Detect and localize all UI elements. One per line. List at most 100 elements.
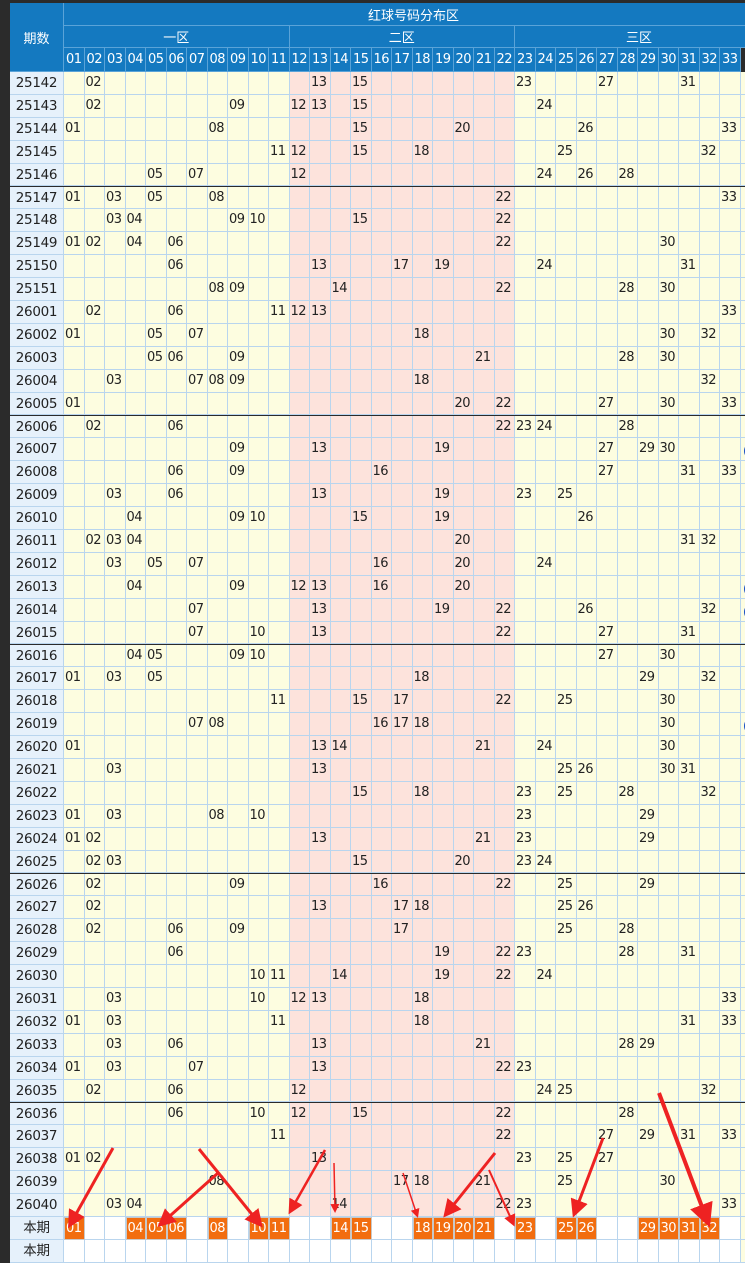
number-header-25[interactable]: 25 xyxy=(556,48,577,72)
number-header-11[interactable]: 11 xyxy=(269,48,290,72)
number-cell[interactable] xyxy=(618,1217,639,1240)
number-cell[interactable] xyxy=(310,1240,331,1263)
number-header-17[interactable]: 17 xyxy=(392,48,413,72)
number-cell[interactable] xyxy=(146,1240,167,1263)
number-cell[interactable] xyxy=(392,1240,413,1263)
number-cell[interactable] xyxy=(167,1240,188,1263)
number-cell[interactable] xyxy=(269,1240,290,1263)
number-cell[interactable] xyxy=(64,1240,85,1263)
selected-number-cell[interactable]: 23 xyxy=(515,1217,536,1240)
number-cell[interactable] xyxy=(290,1240,311,1263)
number-cell[interactable] xyxy=(515,1240,536,1263)
number-cell[interactable] xyxy=(290,1217,311,1240)
number-cell[interactable] xyxy=(187,1240,208,1263)
number-header-12[interactable]: 12 xyxy=(290,48,311,72)
number-header-18[interactable]: 18 xyxy=(413,48,434,72)
number-cell[interactable] xyxy=(495,1217,516,1240)
number-header-31[interactable]: 31 xyxy=(679,48,700,72)
number-header-01[interactable]: 01 xyxy=(64,48,85,72)
selected-number-cell[interactable]: 21 xyxy=(474,1217,495,1240)
selected-number-cell[interactable]: 29 xyxy=(638,1217,659,1240)
number-cell[interactable] xyxy=(433,1240,454,1263)
selected-number-cell[interactable]: 14 xyxy=(331,1217,352,1240)
selected-number-cell[interactable]: 32 xyxy=(700,1217,721,1240)
number-cell[interactable] xyxy=(597,1240,618,1263)
number-header-03[interactable]: 03 xyxy=(105,48,126,72)
number-cell[interactable] xyxy=(679,1240,700,1263)
number-header-28[interactable]: 28 xyxy=(618,48,639,72)
number-cell[interactable] xyxy=(536,1217,557,1240)
number-header-04[interactable]: 04 xyxy=(126,48,147,72)
number-header-06[interactable]: 06 xyxy=(167,48,188,72)
number-header-02[interactable]: 02 xyxy=(85,48,106,72)
number-cell[interactable] xyxy=(208,1240,229,1263)
number-cell[interactable] xyxy=(495,1240,516,1263)
number-header-22[interactable]: 22 xyxy=(495,48,516,72)
number-header-07[interactable]: 07 xyxy=(187,48,208,72)
selected-number-cell[interactable]: 08 xyxy=(208,1217,229,1240)
number-header-32[interactable]: 32 xyxy=(700,48,721,72)
selected-number-cell[interactable]: 10 xyxy=(249,1217,270,1240)
number-cell[interactable] xyxy=(556,1240,577,1263)
number-cell[interactable] xyxy=(310,1217,331,1240)
number-cell[interactable] xyxy=(351,1240,372,1263)
selected-number-cell[interactable]: 04 xyxy=(126,1217,147,1240)
number-cell[interactable] xyxy=(249,1240,270,1263)
selected-number-cell[interactable]: 25 xyxy=(556,1217,577,1240)
number-cell[interactable] xyxy=(187,1217,208,1240)
number-header-14[interactable]: 14 xyxy=(331,48,352,72)
number-header-15[interactable]: 15 xyxy=(351,48,372,72)
number-cell[interactable] xyxy=(638,1240,659,1263)
number-cell[interactable] xyxy=(720,1217,741,1240)
number-header-27[interactable]: 27 xyxy=(597,48,618,72)
number-cell[interactable] xyxy=(597,1217,618,1240)
selected-number-cell[interactable]: 18 xyxy=(413,1217,434,1240)
number-header-21[interactable]: 21 xyxy=(474,48,495,72)
number-cell[interactable] xyxy=(700,1240,721,1263)
number-header-05[interactable]: 05 xyxy=(146,48,167,72)
number-cell[interactable] xyxy=(105,1240,126,1263)
selected-number-cell[interactable]: 20 xyxy=(454,1217,475,1240)
selected-number-cell[interactable]: 11 xyxy=(269,1217,290,1240)
number-cell[interactable] xyxy=(474,1240,495,1263)
number-cell[interactable] xyxy=(454,1240,475,1263)
number-header-20[interactable]: 20 xyxy=(454,48,475,72)
selected-number-cell[interactable]: 05 xyxy=(146,1217,167,1240)
number-cell[interactable] xyxy=(105,1217,126,1240)
number-cell[interactable] xyxy=(85,1217,106,1240)
number-cell[interactable] xyxy=(618,1240,639,1263)
selected-number-cell[interactable]: 06 xyxy=(167,1217,188,1240)
number-cell[interactable] xyxy=(331,1240,352,1263)
selected-number-cell[interactable]: 26 xyxy=(577,1217,598,1240)
number-cell[interactable] xyxy=(85,1240,106,1263)
number-cell[interactable] xyxy=(372,1217,393,1240)
number-cell[interactable] xyxy=(659,1240,680,1263)
number-header-08[interactable]: 08 xyxy=(208,48,229,72)
selected-number-cell[interactable]: 19 xyxy=(433,1217,454,1240)
number-header-23[interactable]: 23 xyxy=(515,48,536,72)
number-header-29[interactable]: 29 xyxy=(638,48,659,72)
number-header-16[interactable]: 16 xyxy=(372,48,393,72)
number-header-26[interactable]: 26 xyxy=(577,48,598,72)
number-cell[interactable] xyxy=(372,1240,393,1263)
number-cell[interactable] xyxy=(577,1240,598,1263)
number-header-33[interactable]: 33 xyxy=(720,48,741,72)
number-cell[interactable] xyxy=(392,1217,413,1240)
number-header-10[interactable]: 10 xyxy=(249,48,270,72)
number-cell[interactable] xyxy=(536,1240,557,1263)
selected-number-cell[interactable]: 30 xyxy=(659,1217,680,1240)
number-header-09[interactable]: 09 xyxy=(228,48,249,72)
number-cell[interactable] xyxy=(228,1217,249,1240)
number-cell[interactable] xyxy=(126,1240,147,1263)
selected-number-cell[interactable]: 15 xyxy=(351,1217,372,1240)
number-cell[interactable] xyxy=(413,1240,434,1263)
number-cell[interactable] xyxy=(228,1240,249,1263)
number-header-30[interactable]: 30 xyxy=(659,48,680,72)
number-header-24[interactable]: 24 xyxy=(536,48,557,72)
number-cell[interactable] xyxy=(720,1240,741,1263)
number-header-13[interactable]: 13 xyxy=(310,48,331,72)
number-header-19[interactable]: 19 xyxy=(433,48,454,72)
selected-number-cell[interactable]: 01 xyxy=(64,1217,85,1240)
period-column-header[interactable]: 期数 xyxy=(10,3,64,72)
selected-number-cell[interactable]: 31 xyxy=(679,1217,700,1240)
